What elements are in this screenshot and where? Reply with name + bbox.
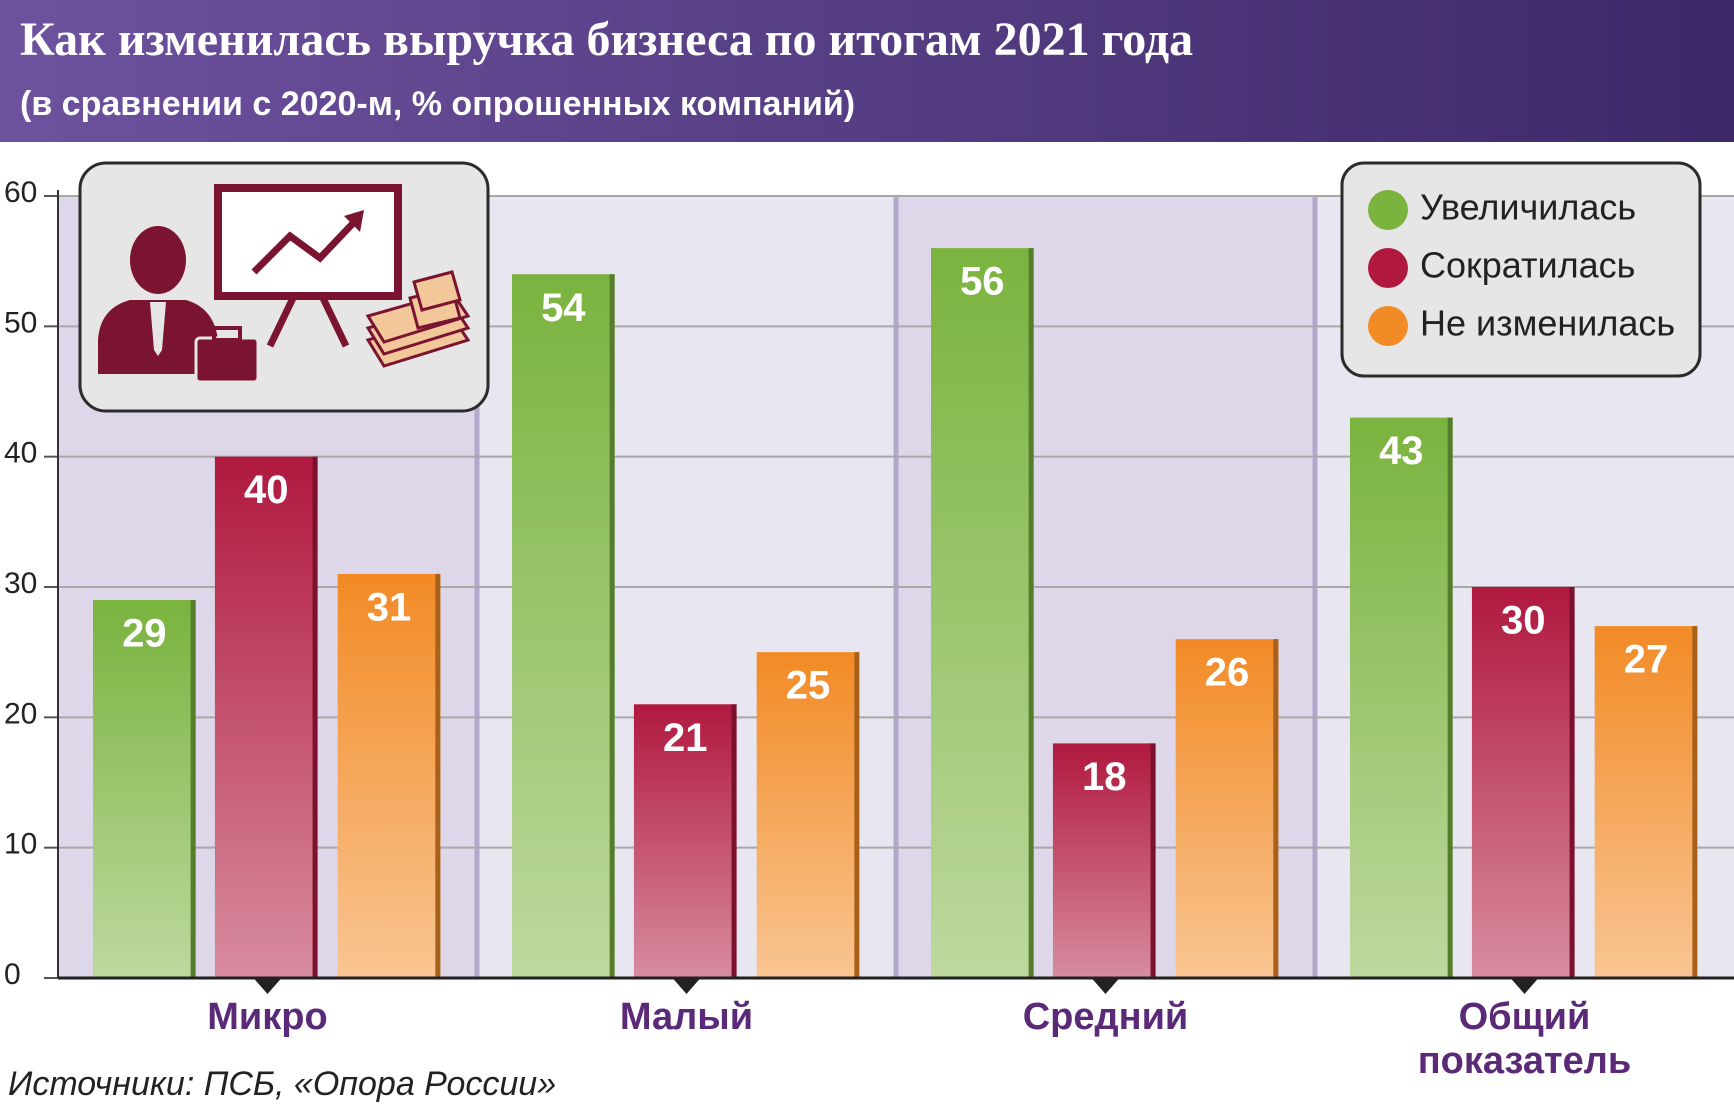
value-label: 31 [367, 586, 412, 630]
legend-swatch [1368, 248, 1408, 288]
value-label: 26 [1205, 651, 1250, 695]
bar-edge [1447, 417, 1453, 979]
legend-label: Увеличилась [1420, 187, 1636, 228]
bar-edge [1273, 639, 1279, 978]
illustration [78, 161, 490, 413]
legend: Увеличилась Сократилась Не изменилась [1340, 161, 1702, 378]
bar-edge [1150, 743, 1156, 978]
category-marker [1091, 978, 1120, 994]
source-note: Источники: ПСБ, «Опора России» [8, 1065, 556, 1103]
trend-arrow [251, 215, 361, 275]
x-tick-label: Общий показатель [1417, 996, 1632, 1082]
bar [633, 704, 737, 978]
bar-edge [190, 600, 196, 978]
value-label: 30 [1501, 599, 1546, 643]
x-label-box: Общий показатель [1417, 996, 1632, 1082]
person-head [130, 226, 186, 294]
value-label: 25 [786, 664, 831, 708]
legend-label: Сократилась [1420, 245, 1635, 286]
bar-edge [1028, 248, 1034, 979]
legend-box [1340, 161, 1702, 378]
category-marker [253, 978, 282, 994]
x-tick-label: Малый [619, 996, 754, 1038]
y-tick-label: 50 [4, 306, 37, 339]
legend-swatch [1368, 190, 1408, 230]
bar-edge [854, 652, 860, 978]
bar [214, 456, 318, 979]
value-label: 56 [960, 260, 1005, 304]
bar [1052, 743, 1156, 978]
bar [1594, 626, 1698, 978]
legend-swatch [1368, 306, 1408, 346]
bar-edge [1692, 626, 1698, 978]
bar-edge [435, 573, 441, 978]
x-label-box: Малый [619, 996, 754, 1038]
board-leg [266, 294, 298, 348]
y-tick-label: 30 [4, 567, 37, 600]
y-tick-label: 40 [4, 437, 37, 470]
value-label: 18 [1082, 755, 1127, 799]
board-leg [318, 294, 350, 348]
briefcase [194, 336, 260, 384]
value-label: 54 [541, 286, 586, 330]
bar [756, 652, 860, 978]
value-label: 43 [1379, 429, 1424, 473]
briefcase-handle [212, 326, 242, 342]
bar [930, 248, 1034, 979]
bar [1471, 587, 1575, 978]
bar [337, 573, 441, 978]
value-label: 40 [244, 468, 289, 512]
value-label: 29 [122, 612, 167, 656]
bar [511, 274, 615, 978]
y-tick-label: 60 [4, 176, 37, 209]
y-tick-label: 0 [4, 958, 21, 991]
chart-title: Как изменилась выручка бизнеса по итогам… [20, 13, 1193, 66]
bar [1175, 639, 1279, 978]
x-tick-label: Микро [207, 996, 328, 1038]
value-label: 27 [1624, 638, 1669, 682]
bar [92, 600, 196, 978]
bar-edge [609, 274, 615, 978]
arrow-head [344, 210, 364, 232]
x-label-box: Микро [207, 996, 328, 1038]
y-tick-label: 10 [4, 828, 37, 861]
chart-subtitle: (в сравнении с 2020-м, % опрошенных комп… [20, 85, 855, 123]
x-tick-label: Средний [1022, 996, 1189, 1038]
money-stack [365, 270, 471, 368]
bar-edge [1569, 587, 1575, 978]
category-marker [672, 978, 701, 994]
bar-edge [731, 704, 737, 978]
bar-edge [312, 456, 318, 979]
x-label-box: Средний [1022, 996, 1189, 1038]
value-label: 21 [663, 716, 708, 760]
header-band [0, 0, 1734, 142]
y-tick-label: 20 [4, 697, 37, 730]
legend-label: Не изменилась [1420, 303, 1675, 344]
tie [150, 302, 166, 356]
board [214, 184, 402, 300]
bar [1349, 417, 1453, 979]
category-marker [1510, 978, 1539, 994]
